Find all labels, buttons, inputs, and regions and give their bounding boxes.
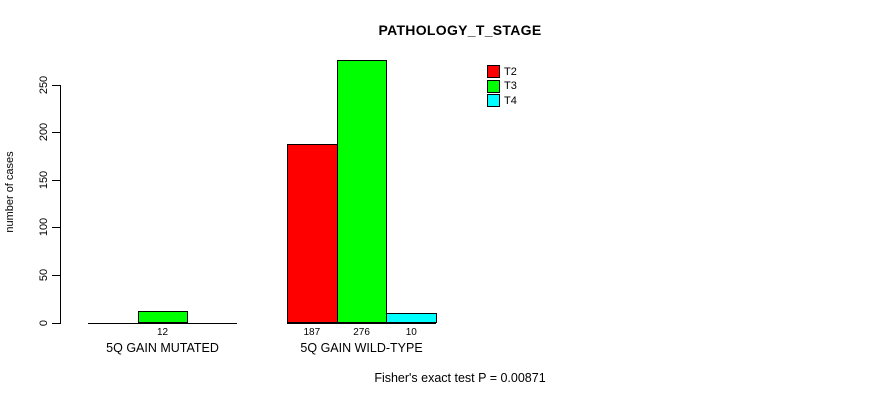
bar-value-label: 10 (405, 327, 417, 338)
statistical-test-annotation: Fisher's exact test P = 0.00871 (374, 371, 546, 385)
legend-swatch-t3 (487, 79, 500, 93)
legend-swatch-t2 (487, 65, 500, 78)
y-axis-tick-label: 150 (37, 170, 50, 189)
legend-item-t4: T4 (487, 94, 517, 107)
y-axis-tick-label: 100 (37, 218, 50, 237)
y-axis-tick (51, 227, 60, 229)
y-axis-tick (51, 179, 60, 181)
y-axis-tick-label: 50 (37, 268, 50, 282)
legend-item-t2: T2 (487, 65, 517, 78)
bar-t4-2 (386, 312, 438, 324)
y-axis-tick (51, 84, 60, 86)
legend-label: T2 (504, 65, 517, 78)
y-axis-tick-label: 200 (37, 122, 50, 142)
bar-value-label: 187 (303, 327, 321, 338)
bar-t2-2 (287, 144, 338, 324)
y-axis-tick (51, 274, 60, 276)
y-axis-tick (51, 322, 60, 324)
bar-t3-2 (336, 59, 388, 324)
chart-title: PATHOLOGY_T_STAGE (378, 22, 542, 38)
legend-label: T3 (504, 80, 517, 92)
bar-t3-1 (137, 311, 189, 324)
y-axis-tick (51, 132, 60, 134)
legend-label: T4 (504, 94, 517, 107)
category-label: 5Q GAIN WILD-TYPE (300, 341, 423, 355)
y-axis-title: number of cases (4, 151, 16, 233)
bar-value-label: 12 (156, 327, 169, 338)
y-axis-tick-label: 0 (37, 319, 50, 326)
legend-swatch-t4 (487, 94, 500, 107)
legend-item-t3: T3 (487, 79, 517, 93)
legend: T2 T3 T4 (487, 65, 517, 109)
category-label: 5Q GAIN MUTATED (106, 341, 219, 355)
y-axis-line (59, 84, 61, 324)
y-axis-tick-label: 250 (37, 75, 50, 94)
bar-value-label: 276 (353, 327, 370, 338)
